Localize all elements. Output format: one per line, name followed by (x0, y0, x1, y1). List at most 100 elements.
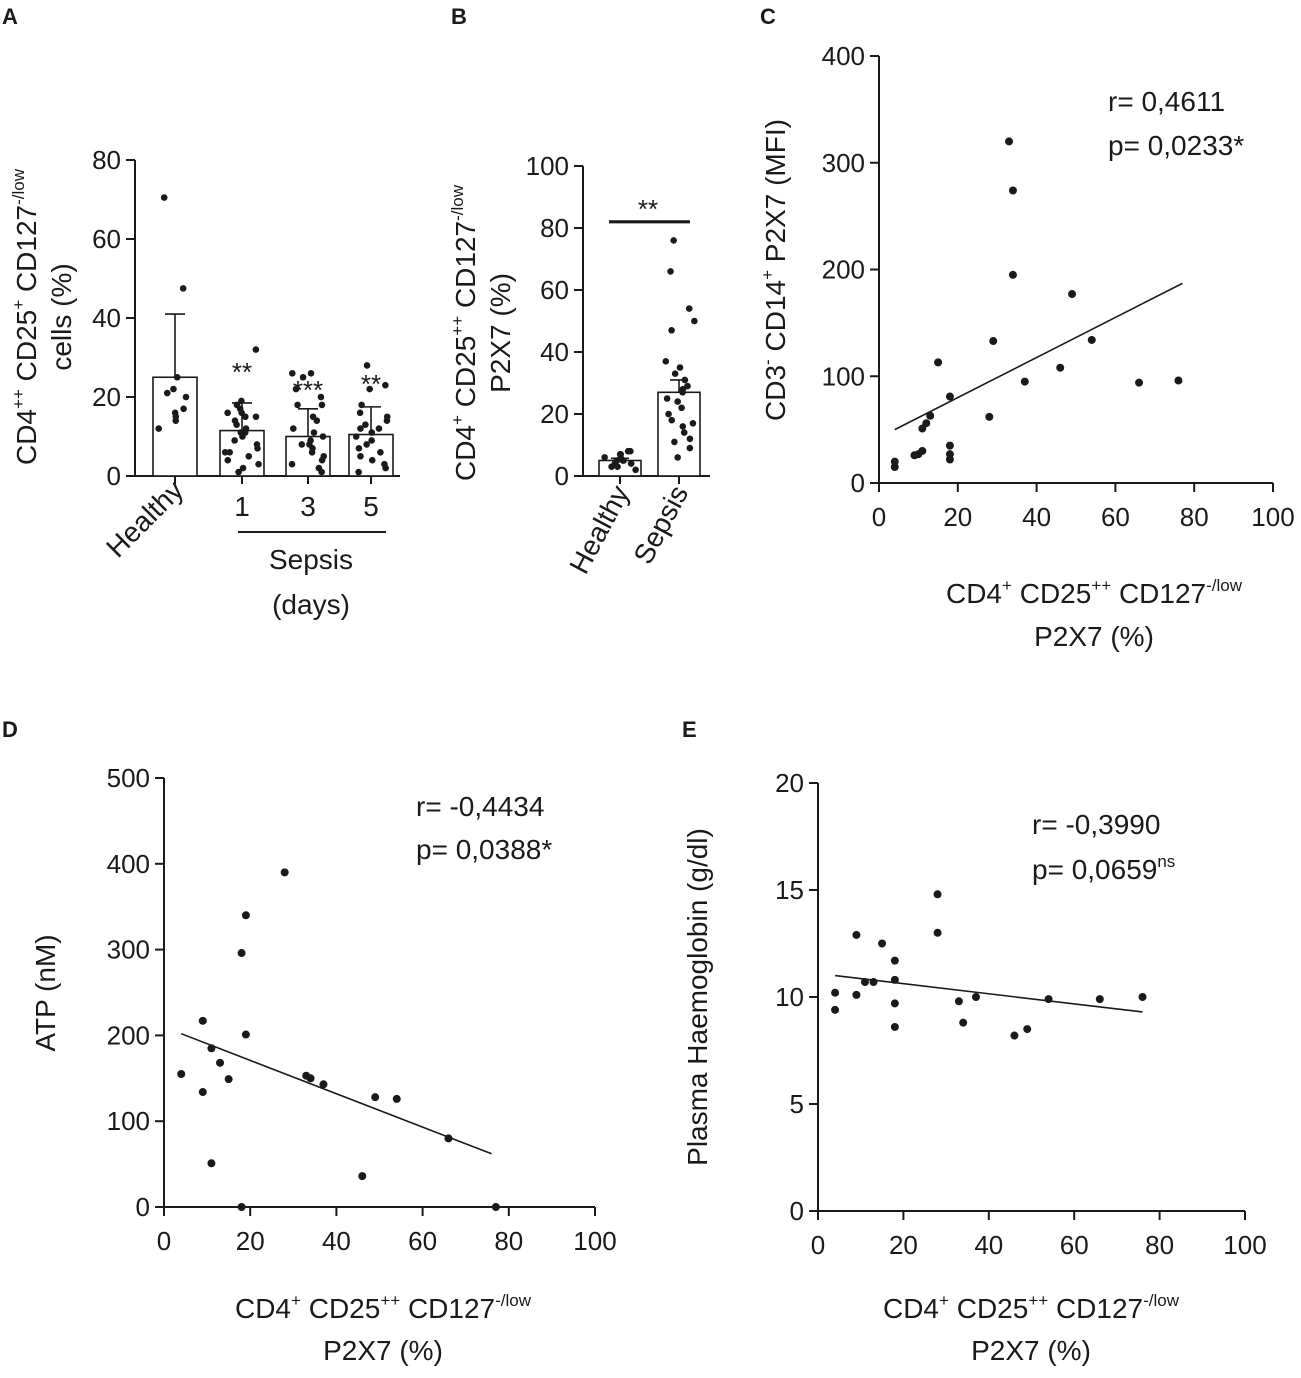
panel-letter-d: D (2, 717, 18, 742)
panel-b-data-point (691, 317, 698, 325)
label-fragment: CD14 (760, 280, 791, 359)
panel-d-regression-line (180, 1032, 492, 1155)
label-fragment: CD127 (450, 221, 481, 316)
panel-a-data-point (317, 393, 325, 401)
panel-e-data-point (890, 999, 899, 1008)
panel-a-data-point (299, 373, 307, 381)
panel-b-data-point (632, 466, 639, 474)
panel-c-p-value: p= 0,0233* (1108, 130, 1244, 161)
panel-c-data-point (945, 392, 954, 401)
panel-letter-c: C (760, 4, 776, 29)
panel-a-data-point (163, 389, 171, 397)
panel-c-x-label-line1: CD4+ CD25++ CD127-/low (946, 576, 1243, 609)
panel-b-data-point (668, 327, 675, 334)
panel-a-y-tick-label: 80 (92, 145, 121, 175)
panel-d-data-point (241, 911, 250, 920)
label-fragment: CD127 (11, 205, 42, 300)
panel-d-p-value: p= 0,0388* (416, 834, 552, 865)
label-fragment: ++ (9, 389, 28, 409)
panel-a-data-point (355, 445, 363, 452)
panel-a-data-point (238, 397, 245, 405)
panel-a-data-point (231, 437, 238, 444)
panel-e-data-point (1095, 995, 1104, 1004)
panel-b-y-tick-label: 40 (540, 337, 569, 367)
panel-b-data-point (686, 435, 694, 443)
panel-b-data-point (686, 444, 694, 452)
panel-a-data-point (239, 464, 247, 472)
panel-c-x-tick-label: 0 (872, 502, 886, 532)
panel-b-y-tick-label: 100 (526, 151, 569, 181)
panel-b-data-point (601, 454, 608, 461)
panel-b-significance: ** (638, 194, 658, 224)
panel-d-y-tick-label: 400 (107, 849, 150, 879)
panel-a-data-point (170, 385, 177, 393)
panel-e-data-point (831, 1005, 840, 1014)
panel-e-data-point (933, 928, 942, 937)
panel-e-y-tick-label: 15 (775, 875, 804, 905)
panel-c-axes: 0 20 40 60 80 100 0 100 200 300 400 (822, 41, 1295, 532)
label-fragment: CD127 (400, 1293, 495, 1324)
label-fragment: P2X7 (MFI) (760, 119, 791, 270)
panel-c-data-point (922, 419, 931, 428)
panel-d-data-point (280, 868, 289, 877)
panel-b-data-point (662, 358, 670, 365)
panel-b-data-point (685, 305, 693, 312)
panel-a-data-point (236, 405, 244, 413)
panel-e-x-label-line2: P2X7 (%) (971, 1335, 1091, 1366)
panel-a-data-point (319, 433, 327, 440)
panel-b-points (601, 237, 698, 474)
panel-d-data-point (177, 1070, 186, 1079)
panel-e-data-point (1138, 993, 1147, 1001)
panel-d-y-tick-label: 0 (136, 1192, 150, 1222)
panel-a-y-label-line1: CD4++ CD25+ CD127-/low (9, 168, 42, 465)
label-fragment: CD4 (450, 425, 481, 481)
panel-b-data-point (670, 237, 677, 244)
panel-d-data-point (358, 1172, 367, 1181)
panel-a-points (155, 194, 391, 476)
panel-e-data-point (954, 997, 963, 1006)
panel-a-data-point (357, 452, 364, 460)
panel-e-data-point (1010, 1031, 1019, 1040)
panel-a-data-point (289, 425, 297, 432)
panel-e-x-tick-label: 60 (1060, 1230, 1089, 1260)
panel-a-data-point (377, 449, 384, 456)
label-fragment: CD25 (1012, 578, 1091, 609)
panel-c-data-point (1008, 270, 1017, 279)
panel-e-x-label-line1: CD4+ CD25++ CD127-/low (883, 1291, 1180, 1324)
panel-a-data-point (382, 464, 389, 472)
panel-d-data-point (319, 1080, 328, 1089)
panel-e-r-value: r= -0,3990 (1032, 809, 1160, 840)
panel-c-data-point (918, 446, 927, 455)
panel-b-y-tick-label: 20 (540, 399, 569, 429)
panel-d-x-tick-label: 40 (322, 1226, 351, 1256)
panel-e-data-point (971, 993, 980, 1001)
label-fragment: CD127 (1111, 578, 1206, 609)
panel-a-data-point (375, 425, 383, 432)
panel-d-x-tick-label: 100 (573, 1226, 616, 1256)
panel-a-data-point (252, 413, 260, 421)
panel-b-data-point (679, 423, 687, 430)
panel-e-points (831, 890, 1147, 1040)
panel-letter-e: E (682, 717, 697, 742)
panel-a-data-point (294, 401, 301, 409)
panel-e-x-tick-label: 80 (1145, 1230, 1174, 1260)
panel-c-data-point (1008, 186, 1017, 195)
label-fragment: ++ (1091, 576, 1111, 595)
panel-a-data-point (357, 425, 364, 432)
panel-a-category-label: 5 (363, 491, 379, 522)
panel-letter-a: A (2, 4, 18, 29)
panel-a-data-point (235, 468, 242, 476)
panel-a-data-point (288, 460, 296, 468)
panel-d-scatter: 0 20 40 60 80 100 0 100 200 300 400 500 ATP (nM) CD… (30, 763, 617, 1366)
panel-d-data-point (237, 949, 246, 958)
panel-d-y-label: ATP (nM) (30, 934, 61, 1051)
panel-a-data-point (182, 393, 190, 401)
label-fragment: CD25 (301, 1293, 380, 1324)
panel-e-x-tick-label: 40 (974, 1230, 1003, 1260)
panel-b-data-point (624, 447, 632, 455)
label-fragment: -/low (9, 168, 28, 205)
panel-c-data-point (926, 411, 935, 420)
panel-d-data-point (306, 1074, 315, 1083)
panel-e-data-point (890, 1022, 899, 1031)
